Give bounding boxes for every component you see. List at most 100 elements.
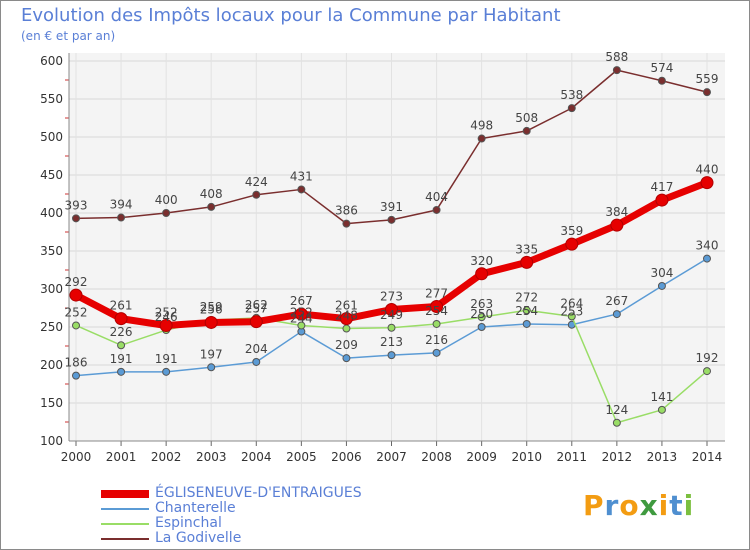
data-label: 252 (65, 305, 88, 319)
data-label: 304 (650, 266, 673, 280)
data-label: 257 (245, 302, 268, 316)
data-label: 559 (696, 72, 719, 86)
data-point (477, 313, 486, 322)
data-label: 335 (515, 242, 538, 256)
data-label: 213 (380, 335, 403, 349)
x-tick-label: 2001 (106, 450, 137, 464)
data-point (249, 315, 263, 329)
data-label: 252 (290, 305, 313, 319)
data-point (565, 237, 579, 251)
legend-label: Espinchal (155, 515, 222, 531)
data-label: 216 (425, 333, 448, 347)
x-tick-label: 2008 (421, 450, 452, 464)
x-tick-label: 2003 (196, 450, 227, 464)
data-point (252, 357, 261, 366)
logo-letter: o (619, 489, 640, 522)
data-label: 384 (605, 205, 628, 219)
x-tick-label: 2012 (602, 450, 633, 464)
y-tick-label: 300 (40, 282, 63, 296)
x-tick-label: 2011 (557, 450, 588, 464)
data-point (567, 312, 576, 321)
data-point (612, 310, 621, 319)
data-label: 252 (155, 305, 178, 319)
logo-letter: i (683, 489, 695, 522)
data-label: 191 (110, 352, 133, 366)
data-label: 264 (560, 296, 583, 310)
legend-label: ÉGLISENEUVE-D'ENTRAIGUES (155, 485, 362, 501)
data-point (117, 367, 126, 376)
data-label: 359 (560, 224, 583, 238)
data-label: 574 (650, 61, 673, 75)
x-tick-label: 2007 (376, 450, 407, 464)
y-tick-label: 200 (40, 358, 63, 372)
y-tick-label: 550 (40, 92, 63, 106)
data-point (657, 76, 666, 85)
data-point (522, 319, 531, 328)
data-label: 508 (515, 111, 538, 125)
data-label: 292 (65, 275, 88, 289)
data-point (703, 254, 711, 263)
logo-letter: t (669, 489, 684, 522)
legend-swatch (101, 508, 149, 510)
data-label: 254 (515, 304, 538, 318)
y-tick-label: 400 (40, 206, 63, 220)
y-tick-label: 150 (40, 396, 63, 410)
data-point (72, 321, 80, 330)
data-label: 249 (380, 308, 403, 322)
data-label: 394 (110, 198, 133, 212)
data-label: 253 (560, 305, 583, 319)
data-label: 277 (425, 286, 448, 300)
data-point (159, 318, 173, 332)
plot-area (69, 53, 725, 441)
data-label: 191 (155, 352, 178, 366)
data-point (69, 288, 83, 302)
data-point (522, 306, 531, 315)
data-label: 141 (650, 390, 673, 404)
data-label: 209 (335, 338, 358, 352)
data-point (432, 348, 441, 357)
legend-label: La Godivelle (155, 530, 242, 546)
data-label: 261 (110, 299, 133, 313)
x-tick-label: 2010 (511, 450, 542, 464)
data-point (612, 66, 621, 75)
data-point (342, 324, 351, 333)
logo-letter: P (583, 489, 605, 522)
data-point (430, 299, 444, 313)
data-point (207, 202, 216, 211)
data-label: 263 (470, 297, 493, 311)
data-point (657, 405, 666, 414)
data-point (72, 214, 80, 223)
data-point (520, 255, 534, 269)
logo-letter: r (604, 489, 620, 522)
data-point (655, 193, 669, 207)
data-point (567, 104, 576, 113)
data-point (475, 267, 489, 281)
data-point (207, 363, 216, 372)
y-tick-label: 450 (40, 168, 63, 182)
legend-label: Chanterelle (155, 500, 236, 516)
x-tick-label: 2004 (241, 450, 272, 464)
data-label: 259 (200, 300, 223, 314)
data-label: 244 (290, 312, 313, 326)
data-label: 267 (605, 294, 628, 308)
data-label: 538 (560, 88, 583, 102)
x-tick-label: 2013 (647, 450, 678, 464)
data-point (387, 351, 396, 360)
data-point (385, 303, 398, 317)
chart-title: Evolution des Impôts locaux pour la Comm… (21, 5, 561, 26)
data-label: 320 (470, 254, 493, 268)
data-point (700, 176, 714, 190)
data-label: 273 (380, 290, 403, 304)
y-tick-label: 600 (40, 54, 63, 68)
data-point (432, 319, 441, 328)
data-point (612, 418, 621, 427)
data-point (477, 134, 486, 143)
data-label: 588 (605, 50, 628, 64)
legend-swatch (101, 490, 149, 498)
x-tick-label: 2009 (466, 450, 497, 464)
data-label: 197 (200, 347, 223, 361)
data-label: 424 (245, 175, 268, 189)
x-tick-label: 2002 (151, 450, 182, 464)
data-label: 340 (696, 239, 719, 253)
